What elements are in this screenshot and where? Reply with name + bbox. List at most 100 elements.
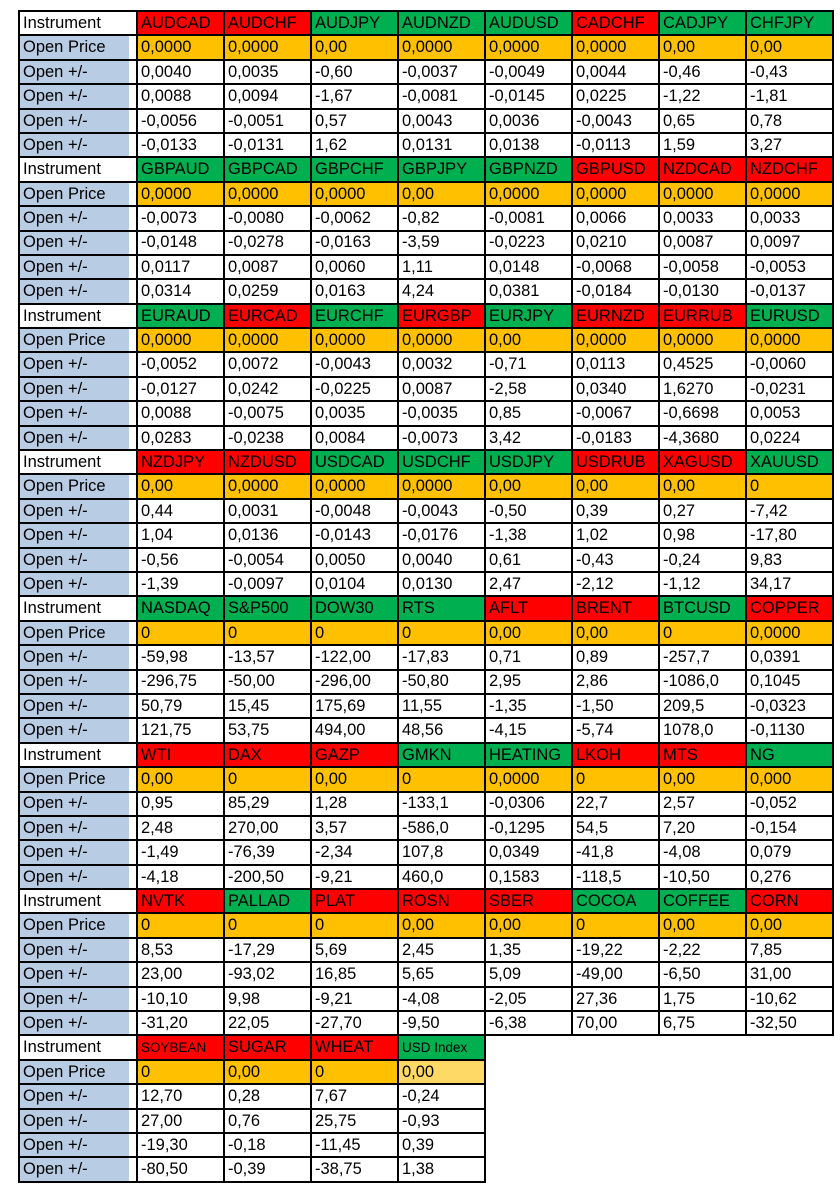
open-price-cell: 0 <box>136 619 225 647</box>
row-label-open-change: Open +/- <box>18 58 138 86</box>
open-change-cell: 0,28 <box>223 1083 312 1110</box>
open-change-cell: -0,052 <box>745 790 834 817</box>
row-label-open-price: Open Price <box>18 912 138 939</box>
instrument-header-row: Instrument GBPAUD GBPCAD GBPCHF GBPJPY GBPNZD… <box>18 156 834 183</box>
open-change-cell: -5,74 <box>571 717 660 744</box>
open-change-cell: -1,22 <box>658 83 747 110</box>
open-change-row: Open +/- -0,0073 -0,0080 -0,0062 -0,82 -0,008… <box>18 205 834 232</box>
open-change-cell: -0,0143 <box>310 522 399 549</box>
open-change-cell: 1,02 <box>571 522 660 549</box>
open-change-cell: -0,0054 <box>223 546 312 574</box>
open-change-cell: 460,0 <box>397 863 486 891</box>
open-change-cell: 1,75 <box>658 985 747 1013</box>
open-change-cell: 27,36 <box>571 985 660 1013</box>
open-change-row: Open +/- -59,98 -13,57 -122,00 -17,83 0,71 0,8… <box>18 644 834 671</box>
row-label-open-change: Open +/- <box>18 1009 138 1037</box>
open-change-cell: 270,00 <box>223 814 312 842</box>
open-change-cell: -0,0043 <box>310 351 399 378</box>
open-price-cell: 0,00 <box>571 473 660 500</box>
open-change-cell: -0,0097 <box>223 570 312 598</box>
instrument-header-row: Instrument EURAUD EURCAD EURCHF EURGBP EURJPY… <box>18 302 834 330</box>
open-change-cell: 2,57 <box>658 790 747 817</box>
open-change-cell: 2,86 <box>571 668 660 695</box>
open-change-cell: 0,0035 <box>223 58 312 86</box>
row-label-open-change: Open +/- <box>18 839 138 866</box>
instrument-header-cell: WHEAT <box>310 1034 399 1061</box>
open-change-cell: -0,0053 <box>745 253 834 281</box>
open-change-cell: -0,0133 <box>136 131 225 159</box>
open-change-cell: -0,0060 <box>745 351 834 378</box>
open-change-cell: 5,65 <box>397 961 486 988</box>
open-change-cell: 50,79 <box>136 692 225 720</box>
row-label-open-change: Open +/- <box>18 351 138 378</box>
open-change-cell: -1,38 <box>484 522 573 549</box>
open-price-cell: 0 <box>310 619 399 647</box>
open-price-cell: 0 <box>571 912 660 939</box>
open-change-cell: 0,0138 <box>484 131 573 159</box>
row-label-open-change: Open +/- <box>18 83 138 110</box>
open-change-cell: -2,12 <box>571 570 660 598</box>
open-change-cell: -200,50 <box>223 863 312 891</box>
open-change-row: Open +/- -0,0127 0,0242 -0,0225 0,0087 -2,58 0… <box>18 375 834 403</box>
open-change-cell: -0,0043 <box>571 107 660 134</box>
row-label-open-change: Open +/- <box>18 522 138 549</box>
open-change-cell: -1,81 <box>745 83 834 110</box>
open-price-cell: 0,0000 <box>484 766 573 793</box>
open-price-cell: 0 <box>310 912 399 939</box>
open-change-cell: 2,47 <box>484 570 573 598</box>
open-change-cell: 4,24 <box>397 278 486 305</box>
instrument-header-cell: GBPCHF <box>310 156 399 183</box>
instrument-header-row: Instrument WTI DAX GAZP GMKN HEATING LKOH MTS NG <box>18 741 834 769</box>
instrument-header-cell: EURNZD <box>571 302 660 330</box>
open-change-cell: 1,59 <box>658 131 747 159</box>
open-price-cell: 0 <box>745 473 834 500</box>
open-change-cell: 16,85 <box>310 961 399 988</box>
row-label-open-change: Open +/- <box>18 546 138 574</box>
row-label-open-change: Open +/- <box>18 1156 138 1183</box>
open-change-row: Open +/- -80,50 -0,39 -38,75 1,38 <box>18 1156 486 1183</box>
open-change-cell: -13,57 <box>223 644 312 671</box>
open-price-cell: 0 <box>223 912 312 939</box>
open-price-cell: 0 <box>658 619 747 647</box>
open-price-cell: 0,00 <box>571 619 660 647</box>
open-change-cell: 121,75 <box>136 717 225 744</box>
instrument-header-row: Instrument SOYBEAN SUGAR WHEAT USD Index <box>18 1034 486 1061</box>
open-change-cell: 23,00 <box>136 961 225 988</box>
open-change-cell: 0,0224 <box>745 424 834 452</box>
open-change-cell: 5,69 <box>310 936 399 964</box>
open-change-row: Open +/- -4,18 -200,50 -9,21 460,0 0,1583 -118… <box>18 863 834 891</box>
open-price-cell: 0,0000 <box>745 327 834 354</box>
open-change-cell: -0,39 <box>223 1156 312 1183</box>
open-change-cell: -4,15 <box>484 717 573 744</box>
instrument-header-cell: NZDCHF <box>745 156 834 183</box>
open-change-row: Open +/- 0,0314 0,0259 0,0163 4,24 0,0381 -0,0… <box>18 278 834 305</box>
open-price-cell: 0,0000 <box>745 180 834 208</box>
open-change-cell: 0,0113 <box>571 351 660 378</box>
instrument-header-cell: AUDCAD <box>136 9 225 37</box>
open-change-row: Open +/- 50,79 15,45 175,69 11,55 -1,35 -1,50 2… <box>18 692 834 720</box>
instrument-header-cell: EURAUD <box>136 302 225 330</box>
open-change-cell: 27,00 <box>136 1107 225 1134</box>
instrument-header-cell: GBPUSD <box>571 156 660 183</box>
open-price-cell: 0,00 <box>310 766 399 793</box>
open-price-cell: 0,00 <box>658 766 747 793</box>
open-change-cell: 0,1045 <box>745 668 834 695</box>
open-change-cell: -0,43 <box>745 58 834 86</box>
open-change-cell: 494,00 <box>310 717 399 744</box>
open-price-row: Open Price 0 0 0 0 0,00 0,00 0 0,0000 <box>18 619 834 647</box>
open-change-cell: 2,95 <box>484 668 573 695</box>
open-change-row: Open +/- 0,95 85,29 1,28 -133,1 -0,0306 22,7 2,… <box>18 790 834 817</box>
open-change-cell: 54,5 <box>571 814 660 842</box>
instrument-header-cell: COCOA <box>571 888 660 915</box>
open-change-cell: 0,0040 <box>397 546 486 574</box>
instrument-header-cell: LKOH <box>571 741 660 769</box>
open-price-cell: 0,0000 <box>658 327 747 354</box>
open-change-cell: 11,55 <box>397 692 486 720</box>
open-change-cell: -50,80 <box>397 668 486 695</box>
instrument-header-cell: GBPJPY <box>397 156 486 183</box>
open-change-cell: -0,0238 <box>223 424 312 452</box>
open-change-cell: 0,0036 <box>484 107 573 134</box>
open-change-cell: -11,45 <box>310 1131 399 1159</box>
open-change-row: Open +/- 121,75 53,75 494,00 48,56 -4,15 -5,74… <box>18 717 834 744</box>
row-label-instrument: Instrument <box>18 156 138 183</box>
